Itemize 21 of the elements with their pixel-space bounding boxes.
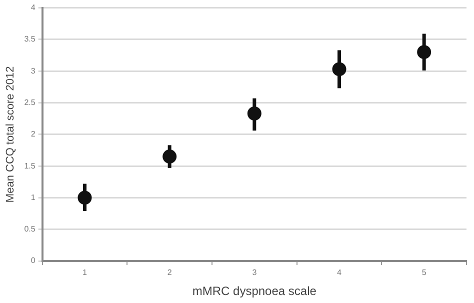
point [332, 62, 346, 76]
point [247, 106, 262, 121]
x-tick-label: 1 [82, 268, 88, 278]
x-axis-title: mMRC dyspnoea scale [192, 284, 317, 298]
y-tick-label: 1 [30, 192, 36, 202]
y-tick-label: 1.5 [24, 161, 36, 170]
x-tick-label: 4 [337, 268, 342, 278]
x-tick-label: 2 [167, 268, 172, 278]
x-tick-label: 5 [422, 268, 427, 278]
y-tick-label: 0.5 [24, 224, 36, 234]
y-tick-label: 2.5 [24, 98, 36, 107]
y-tick-label: 3 [30, 66, 36, 76]
point [162, 150, 177, 164]
y-tick-label: 4 [30, 3, 36, 12]
point [417, 45, 432, 60]
y-tick-label: 2 [30, 130, 36, 139]
y-tick-label: 3.5 [24, 34, 36, 44]
y-axis-title: Mean CCQ total score 2012 [4, 66, 17, 203]
y-tick-label: 0 [30, 256, 36, 266]
point [78, 190, 92, 205]
x-tick-label: 3 [252, 268, 258, 278]
